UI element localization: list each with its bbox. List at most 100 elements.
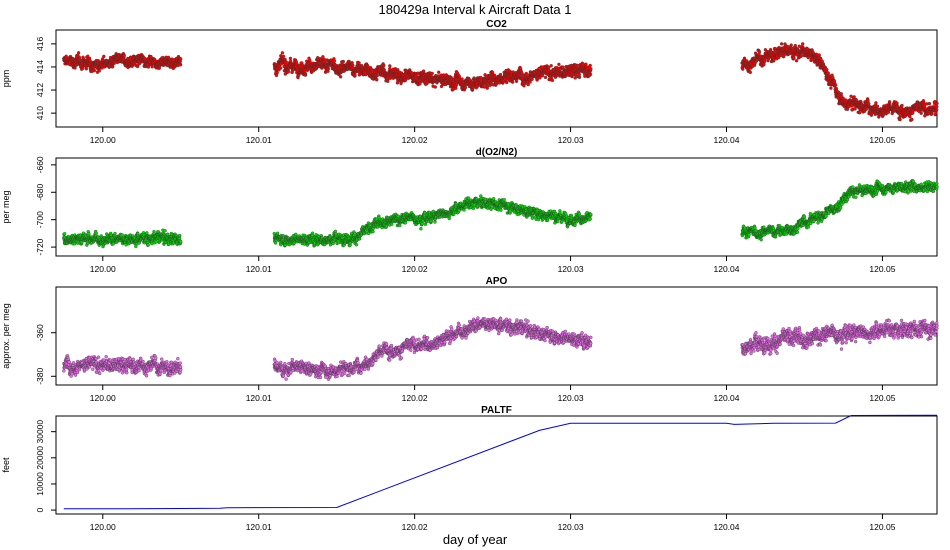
data-point [789, 43, 793, 47]
data-point [146, 65, 151, 69]
data-point [97, 69, 101, 73]
data-point [792, 56, 796, 60]
data-point [354, 243, 359, 247]
data-point [834, 83, 838, 87]
data-point [430, 71, 434, 76]
data-point [457, 74, 461, 79]
data-point [801, 42, 805, 46]
data-point [794, 59, 799, 63]
data-point [416, 71, 420, 75]
data-point [900, 103, 904, 108]
data-point [814, 52, 819, 56]
data-point [524, 71, 528, 76]
y-tick-label: -680 [35, 183, 45, 200]
figure-title: 180429a Interval k Aircraft Data 1 [379, 2, 572, 17]
data-point [845, 107, 850, 111]
data-point [935, 108, 939, 112]
data-point [421, 69, 426, 73]
data-point [179, 240, 183, 244]
x-tick-label: 120.00 [90, 264, 116, 274]
data-point [825, 67, 829, 72]
data-point [526, 82, 530, 87]
data-point [887, 100, 892, 104]
data-point [498, 72, 503, 77]
data-point [375, 78, 379, 82]
data-point [102, 54, 106, 59]
data-point [371, 229, 375, 234]
data-point [72, 242, 77, 246]
data-point [575, 63, 580, 68]
data-point [338, 75, 343, 79]
data-point [852, 95, 856, 99]
data-point [528, 80, 532, 84]
data-point [479, 75, 483, 80]
data-point [875, 104, 880, 108]
data-point [328, 243, 333, 247]
data-point [514, 79, 519, 83]
x-tick-label: 120.05 [869, 135, 895, 145]
data-point [146, 243, 150, 247]
y-tick-label: -700 [35, 211, 45, 228]
data-point [874, 101, 878, 105]
data-point [382, 63, 386, 68]
data-point [829, 86, 833, 90]
data-point [310, 231, 315, 235]
data-point [522, 81, 527, 86]
data-point [76, 51, 81, 55]
data-point [826, 71, 830, 75]
data-point [550, 78, 555, 83]
data-point [505, 80, 509, 85]
data-point [589, 67, 593, 71]
data-point [92, 68, 97, 73]
data-point [549, 64, 553, 68]
data-point [163, 229, 167, 233]
data-point [577, 72, 581, 76]
data-point [111, 65, 115, 69]
x-tick-label: 120.03 [558, 135, 584, 145]
data-point [511, 80, 515, 84]
data-point [757, 50, 762, 54]
data-point [557, 62, 561, 67]
data-point [86, 54, 90, 58]
data-point [303, 73, 308, 77]
x-tick-label: 120.01 [246, 264, 272, 274]
data-point [333, 229, 338, 234]
data-point [577, 75, 582, 79]
data-point [785, 44, 790, 49]
x-tick-label: 120.04 [713, 264, 739, 274]
y-tick-label: 412 [35, 83, 45, 97]
data-point [332, 59, 337, 63]
data-point [935, 101, 939, 106]
panel-frame [55, 29, 938, 128]
y-tick-label: 416 [35, 36, 45, 50]
data-point [166, 232, 170, 236]
data-point [326, 67, 331, 71]
data-point [490, 70, 495, 75]
data-point [386, 79, 390, 83]
data-point [935, 104, 939, 109]
data-point [375, 73, 379, 78]
data-point [463, 86, 468, 90]
data-point [94, 231, 98, 235]
x-tick-label: 120.02 [402, 135, 428, 145]
data-point [341, 59, 345, 64]
data-point [911, 111, 915, 115]
data-point [741, 67, 745, 71]
data-point [275, 231, 280, 235]
data-point [817, 53, 821, 57]
y-tick-label: -660 [35, 156, 45, 173]
panel-title: d(O2/N2) [476, 147, 518, 158]
data-point [799, 54, 803, 58]
data-point [779, 42, 784, 46]
data-point [898, 117, 902, 122]
data-point [864, 107, 869, 111]
data-point [275, 71, 279, 75]
data-point [63, 232, 67, 236]
data-point [867, 101, 871, 106]
data-point [895, 101, 899, 105]
data-point [284, 60, 288, 64]
data-point [588, 72, 593, 77]
y-tick-label: 410 [35, 106, 45, 120]
